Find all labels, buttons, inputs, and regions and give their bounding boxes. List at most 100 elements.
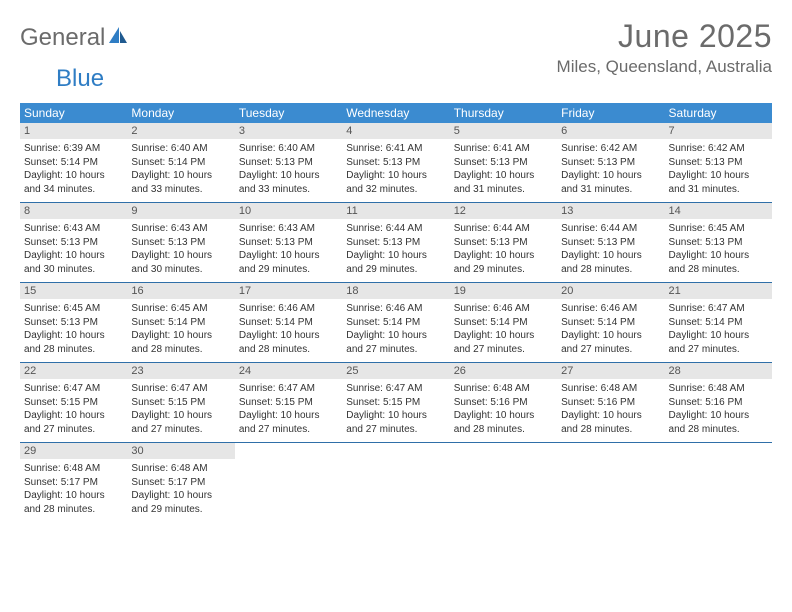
day-cell: 26Sunrise: 6:48 AMSunset: 5:16 PMDayligh… xyxy=(450,363,557,442)
title-block: June 2025 Miles, Queensland, Australia xyxy=(557,18,772,77)
day-info-line: and 28 minutes. xyxy=(454,423,553,437)
day-info-line: Sunset: 5:13 PM xyxy=(24,316,123,330)
day-info-line: Sunset: 5:13 PM xyxy=(561,236,660,250)
day-info: Sunrise: 6:40 AMSunset: 5:13 PMDaylight:… xyxy=(235,142,342,196)
day-info-line: Sunset: 5:14 PM xyxy=(239,316,338,330)
day-info-line: Sunset: 5:13 PM xyxy=(454,236,553,250)
day-number: 6 xyxy=(557,123,664,139)
day-info-line: and 34 minutes. xyxy=(24,183,123,197)
day-info-line: Sunrise: 6:42 AM xyxy=(561,142,660,156)
day-number: 28 xyxy=(665,363,772,379)
week-row: 1Sunrise: 6:39 AMSunset: 5:14 PMDaylight… xyxy=(20,123,772,203)
day-info-line: Sunrise: 6:48 AM xyxy=(131,462,230,476)
day-info-line: Daylight: 10 hours xyxy=(24,249,123,263)
week-row: 15 Sunrise: 6:45 AMSunset: 5:13 PMDayligh… xyxy=(20,283,772,363)
day-info-line: Sunrise: 6:45 AM xyxy=(24,302,123,316)
day-info-line: Daylight: 10 hours xyxy=(24,409,123,423)
day-info: Sunrise: 6:43 AMSunset: 5:13 PMDaylight:… xyxy=(127,222,234,276)
day-info: Sunrise: 6:47 AMSunset: 5:15 PMDaylight:… xyxy=(235,382,342,436)
day-number: 16 xyxy=(127,283,234,299)
day-info-line: Sunset: 5:16 PM xyxy=(669,396,768,410)
day-cell: 7Sunrise: 6:42 AMSunset: 5:13 PMDaylight… xyxy=(665,123,772,202)
day-info: Sunrise: 6:40 AMSunset: 5:14 PMDaylight:… xyxy=(127,142,234,196)
empty-cell xyxy=(235,443,342,522)
day-info-line: and 28 minutes. xyxy=(131,343,230,357)
day-info-line: Sunset: 5:15 PM xyxy=(346,396,445,410)
day-cell: 4Sunrise: 6:41 AMSunset: 5:13 PMDaylight… xyxy=(342,123,449,202)
day-header-row: Sunday Monday Tuesday Wednesday Thursday… xyxy=(20,103,772,123)
day-info: Sunrise: 6:43 AMSunset: 5:13 PMDaylight:… xyxy=(235,222,342,276)
day-number: 15 xyxy=(20,283,127,299)
day-info: Sunrise: 6:48 AMSunset: 5:17 PMDaylight:… xyxy=(127,462,234,516)
day-info-line: and 33 minutes. xyxy=(131,183,230,197)
day-info-line: Daylight: 10 hours xyxy=(454,409,553,423)
day-cell: 20Sunrise: 6:46 AMSunset: 5:14 PMDayligh… xyxy=(557,283,664,362)
day-info-line: Sunset: 5:14 PM xyxy=(561,316,660,330)
day-cell: 27Sunrise: 6:48 AMSunset: 5:16 PMDayligh… xyxy=(557,363,664,442)
day-cell: 18Sunrise: 6:46 AMSunset: 5:14 PMDayligh… xyxy=(342,283,449,362)
day-info-line: and 30 minutes. xyxy=(24,263,123,277)
day-info-line: and 32 minutes. xyxy=(346,183,445,197)
day-number: 9 xyxy=(127,203,234,219)
day-info: Sunrise: 6:46 AMSunset: 5:14 PMDaylight:… xyxy=(235,302,342,356)
day-info-line: and 31 minutes. xyxy=(454,183,553,197)
day-number: 13 xyxy=(557,203,664,219)
day-info-line: Daylight: 10 hours xyxy=(239,169,338,183)
day-info: Sunrise: 6:43 AMSunset: 5:13 PMDaylight:… xyxy=(20,222,127,276)
day-cell: 11Sunrise: 6:44 AMSunset: 5:13 PMDayligh… xyxy=(342,203,449,282)
day-info-line: Sunrise: 6:46 AM xyxy=(454,302,553,316)
day-info: Sunrise: 6:46 AMSunset: 5:14 PMDaylight:… xyxy=(450,302,557,356)
day-info-line: Sunrise: 6:39 AM xyxy=(24,142,123,156)
day-info-line: and 27 minutes. xyxy=(669,343,768,357)
day-info-line: Sunrise: 6:40 AM xyxy=(131,142,230,156)
day-info-line: Sunset: 5:13 PM xyxy=(24,236,123,250)
day-number: 30 xyxy=(127,443,234,459)
day-cell: 19 Sunrise: 6:46 AMSunset: 5:14 PMDayligh… xyxy=(450,283,557,362)
day-info: Sunrise: 6:48 AMSunset: 5:16 PMDaylight:… xyxy=(665,382,772,436)
week-row: 8Sunrise: 6:43 AMSunset: 5:13 PMDaylight… xyxy=(20,203,772,283)
day-cell: 15 Sunrise: 6:45 AMSunset: 5:13 PMDayligh… xyxy=(20,283,127,362)
day-info-line: Sunset: 5:14 PM xyxy=(346,316,445,330)
day-info-line: and 27 minutes. xyxy=(239,423,338,437)
day-cell: 29Sunrise: 6:48 AMSunset: 5:17 PMDayligh… xyxy=(20,443,127,522)
day-info-line: Daylight: 10 hours xyxy=(24,329,123,343)
day-cell: 9 Sunrise: 6:43 AMSunset: 5:13 PMDaylight… xyxy=(127,203,234,282)
empty-cell xyxy=(665,443,772,522)
day-info-line: and 27 minutes. xyxy=(454,343,553,357)
empty-cell xyxy=(342,443,449,522)
day-info-line: Sunrise: 6:40 AM xyxy=(239,142,338,156)
day-info-line: and 27 minutes. xyxy=(24,423,123,437)
day-cell: 22Sunrise: 6:47 AMSunset: 5:15 PMDayligh… xyxy=(20,363,127,442)
day-info-line: Sunset: 5:15 PM xyxy=(24,396,123,410)
day-number: 5 xyxy=(450,123,557,139)
day-info: Sunrise: 6:47 AMSunset: 5:15 PMDaylight:… xyxy=(20,382,127,436)
day-info-line: Daylight: 10 hours xyxy=(131,169,230,183)
dayhead-sat: Saturday xyxy=(665,103,772,123)
day-info-line: Sunset: 5:16 PM xyxy=(561,396,660,410)
day-number: 19 xyxy=(450,283,557,299)
day-info-line: Daylight: 10 hours xyxy=(131,409,230,423)
day-info-line: Daylight: 10 hours xyxy=(239,409,338,423)
day-info-line: Daylight: 10 hours xyxy=(669,169,768,183)
day-cell: 23Sunrise: 6:47 AMSunset: 5:15 PMDayligh… xyxy=(127,363,234,442)
day-info-line: Daylight: 10 hours xyxy=(24,489,123,503)
day-info: Sunrise: 6:39 AMSunset: 5:14 PMDaylight:… xyxy=(20,142,127,196)
day-info-line: Sunrise: 6:48 AM xyxy=(24,462,123,476)
day-info-line: Sunrise: 6:47 AM xyxy=(24,382,123,396)
day-info-line: Sunrise: 6:47 AM xyxy=(239,382,338,396)
day-info-line: Sunset: 5:14 PM xyxy=(131,316,230,330)
day-info-line: Sunrise: 6:46 AM xyxy=(561,302,660,316)
day-info-line: Daylight: 10 hours xyxy=(239,249,338,263)
day-info-line: Daylight: 10 hours xyxy=(454,249,553,263)
day-info-line: Sunset: 5:13 PM xyxy=(239,156,338,170)
day-info-line: Sunrise: 6:44 AM xyxy=(454,222,553,236)
day-info: Sunrise: 6:47 AMSunset: 5:15 PMDaylight:… xyxy=(127,382,234,436)
month-title: June 2025 xyxy=(557,18,772,55)
day-info-line: Daylight: 10 hours xyxy=(131,489,230,503)
dayhead-thu: Thursday xyxy=(450,103,557,123)
day-info-line: Sunset: 5:17 PM xyxy=(24,476,123,490)
day-info-line: Sunrise: 6:42 AM xyxy=(669,142,768,156)
day-info-line: Sunrise: 6:44 AM xyxy=(346,222,445,236)
dayhead-mon: Monday xyxy=(127,103,234,123)
day-info-line: and 27 minutes. xyxy=(561,343,660,357)
